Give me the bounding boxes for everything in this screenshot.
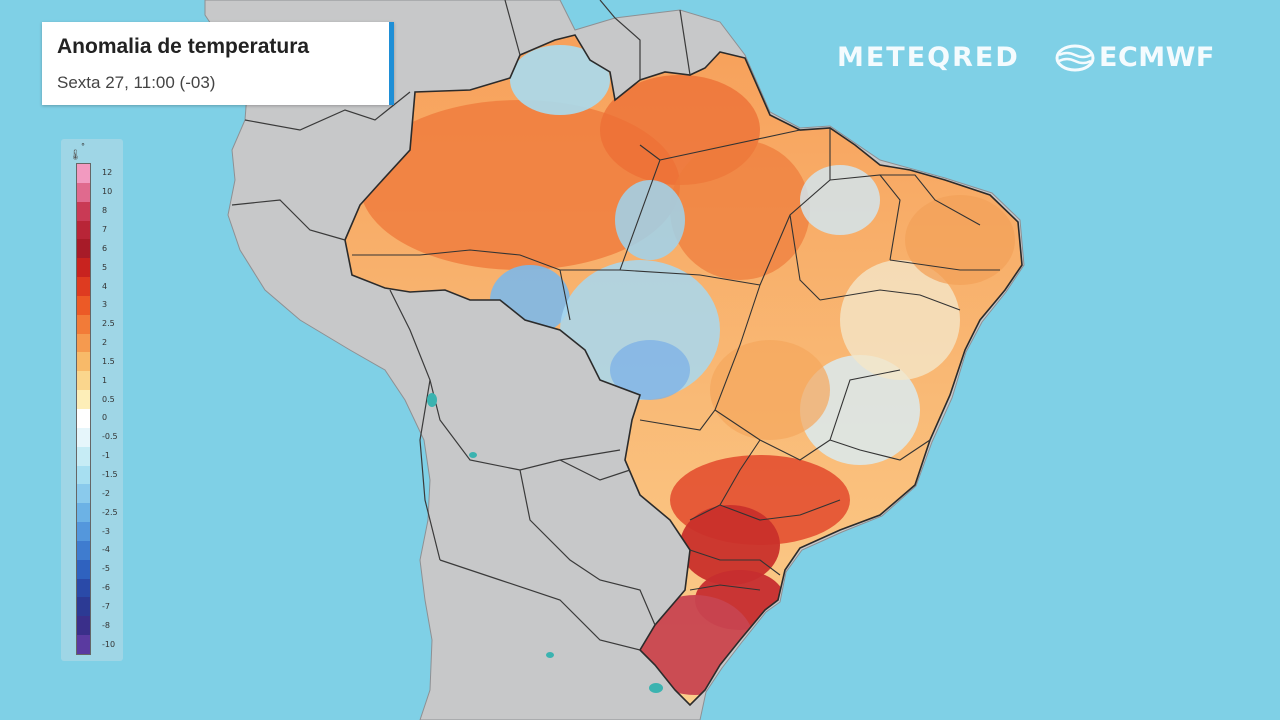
legend-swatch	[77, 409, 90, 429]
legend-label: -10	[102, 639, 116, 649]
legend-label: 8	[102, 206, 108, 216]
legend-swatch	[77, 522, 90, 542]
legend-swatch	[77, 333, 90, 353]
title-panel: Anomalia de temperatura Sexta 27, 11:00 …	[42, 22, 394, 105]
legend-label: 2	[102, 338, 108, 348]
legend-label: 4	[102, 281, 108, 291]
legend-label: -2.5	[102, 507, 118, 517]
legend-label: -6	[102, 583, 110, 593]
legend-label: 6	[102, 243, 108, 253]
legend-swatch	[77, 540, 90, 561]
legend-label: 3	[102, 300, 108, 310]
legend-label: -5	[102, 564, 110, 574]
legend-label: -3	[102, 526, 110, 536]
ecmwf-emblem-icon	[1055, 44, 1095, 71]
legend-swatch	[77, 427, 90, 448]
legend-swatch	[77, 465, 90, 485]
meteored-logo[interactable]: METEQRED	[837, 42, 1020, 73]
legend-label: -1	[102, 451, 110, 461]
map-title: Anomalia de temperatura	[57, 35, 310, 58]
legend-swatch	[77, 484, 90, 504]
legend-label: -8	[102, 620, 110, 630]
legend-swatch	[77, 371, 90, 391]
legend-label: 0.5	[102, 394, 115, 404]
legend-swatch	[77, 578, 90, 598]
legend-swatch	[77, 390, 90, 410]
legend-label: -0.5	[102, 432, 118, 442]
legend-swatch	[77, 295, 90, 316]
ecmwf-wordmark: ECMWF	[1099, 42, 1215, 73]
ecmwf-logo[interactable]: ECMWF	[1055, 42, 1215, 73]
legend-swatch	[77, 616, 90, 636]
state-borders	[352, 128, 1000, 591]
legend-swatch	[77, 635, 90, 655]
legend-swatch	[77, 597, 90, 617]
legend-unit: °	[81, 142, 85, 151]
legend-label: 2.5	[102, 319, 115, 329]
legend-label: 5	[102, 262, 108, 272]
legend-swatch	[77, 314, 90, 335]
legend-swatch	[77, 277, 90, 297]
legend-label: 7	[102, 224, 108, 234]
legend-label: 12	[102, 168, 113, 178]
legend-label: -4	[102, 545, 110, 555]
lakes	[427, 393, 663, 693]
legend-swatch	[77, 220, 90, 240]
legend-label: -1.5	[102, 469, 118, 479]
legend-label: -7	[102, 601, 110, 611]
country-borders	[231, 0, 691, 651]
legend-label: 1.5	[102, 356, 115, 366]
legend-swatch	[77, 201, 90, 222]
legend-label: -2	[102, 488, 110, 498]
thermometer-icon: 🌡	[69, 150, 82, 161]
legend-colorbar	[76, 163, 91, 655]
legend-swatch	[77, 503, 90, 523]
legend-swatch	[77, 352, 90, 372]
legend-swatch	[77, 446, 90, 467]
legend-label: 0	[102, 413, 108, 423]
legend-label: 10	[102, 187, 113, 197]
color-legend: 🌡 ° 12 10 8 7 6 5 4 3 2.5 2 1.5 1 0.5 0 -0.5 -1 -1.5 -2 -2…	[61, 139, 123, 661]
map-subtitle: Sexta 27, 11:00 (-03)	[57, 73, 216, 92]
legend-swatch	[77, 164, 90, 184]
legend-swatch	[77, 559, 90, 580]
legend-swatch	[77, 239, 90, 259]
legend-label: 1	[102, 375, 108, 385]
legend-swatch	[77, 258, 90, 278]
legend-swatch	[77, 182, 90, 203]
